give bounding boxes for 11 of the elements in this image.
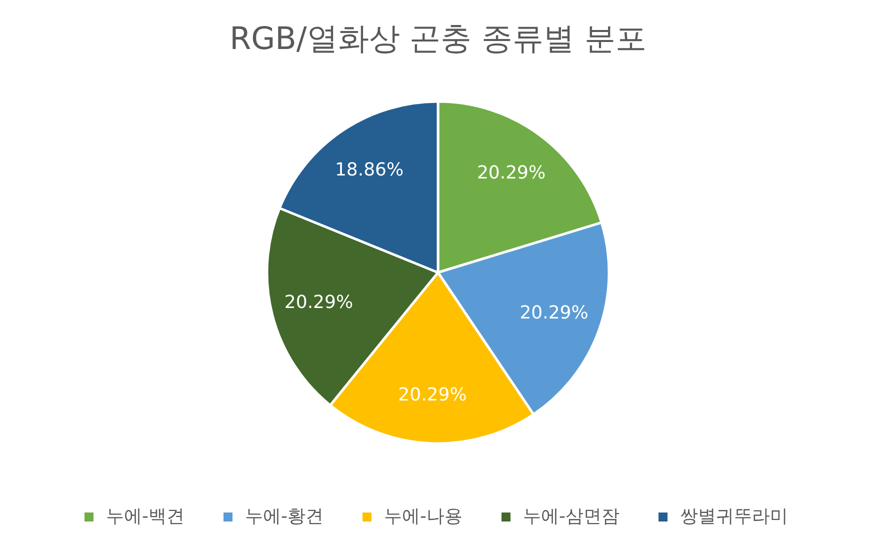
data-label: 20.29% [520,302,588,324]
legend-label: 쌍별귀뚜라미 [680,506,788,527]
legend-label: 누에-백견 [106,506,184,527]
data-label: 20.29% [284,292,354,314]
legend-label: 누에-삼면잠 [523,506,620,527]
legend-label: 누에-황견 [245,506,324,527]
data-label: 20.29% [398,384,467,406]
data-label: 20.29% [476,162,546,184]
chart-title: RGB/열화상 곤충 종류별 분포 [230,21,646,57]
data-label: 18.86% [334,159,404,180]
legend-label: 누에-나용 [384,506,462,527]
